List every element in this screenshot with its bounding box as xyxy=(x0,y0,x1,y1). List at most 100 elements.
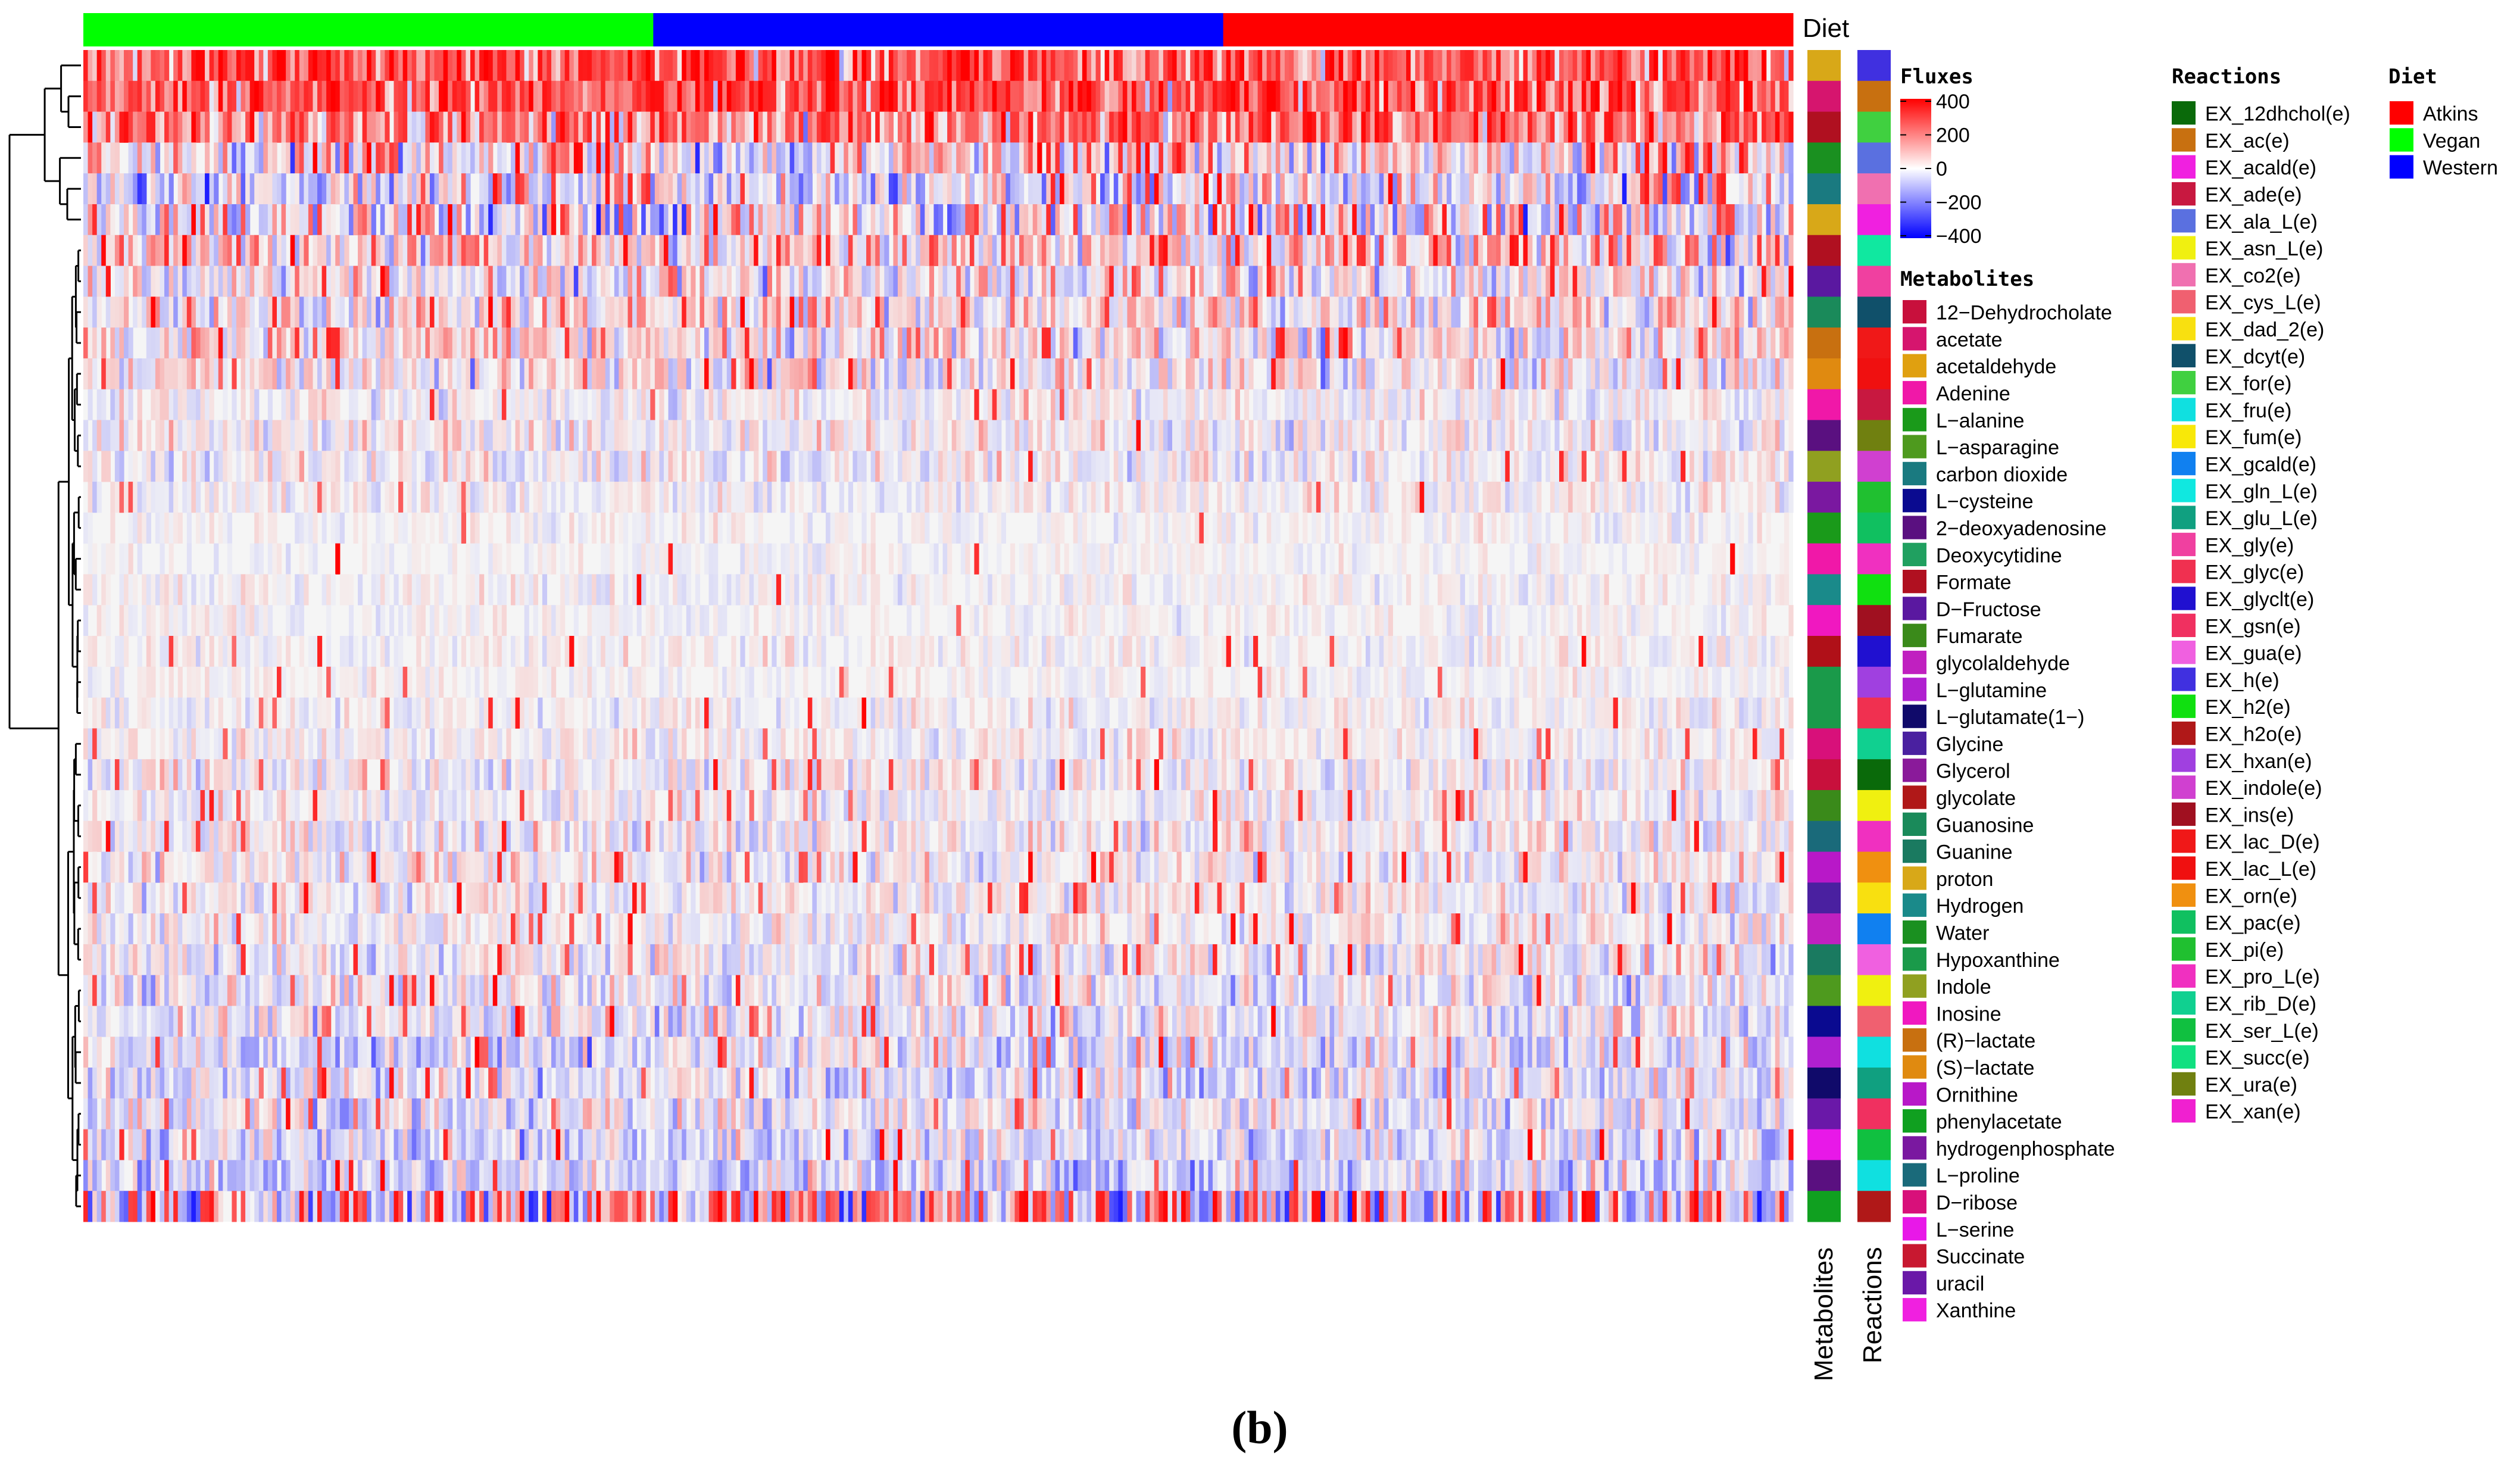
heatmap-cell xyxy=(1424,111,1429,143)
heatmap-cell xyxy=(1415,235,1420,266)
heatmap-cell xyxy=(979,358,984,390)
heatmap-cell xyxy=(578,297,583,328)
heatmap-cell xyxy=(142,235,147,266)
heatmap-cell xyxy=(767,50,772,82)
heatmap-cell xyxy=(371,297,376,328)
heatmap-cell xyxy=(290,266,295,297)
heatmap-cell xyxy=(726,358,732,390)
heatmap-cell xyxy=(695,173,701,205)
heatmap-cell xyxy=(1667,327,1672,359)
heatmap-cell xyxy=(1172,111,1178,143)
heatmap-cell xyxy=(177,111,183,143)
heatmap-cell xyxy=(1208,451,1213,482)
heatmap-cell xyxy=(1127,80,1132,112)
heatmap-cell xyxy=(1739,358,1744,390)
heatmap-cell xyxy=(1338,235,1344,266)
heatmap-cell xyxy=(1433,50,1438,82)
heatmap-cell xyxy=(1658,266,1663,297)
heatmap-cell xyxy=(1685,80,1690,112)
heatmap-cell xyxy=(1469,451,1474,482)
heatmap-cell xyxy=(547,80,552,112)
heatmap-cell xyxy=(1464,50,1470,82)
heatmap-cell xyxy=(492,173,498,205)
heatmap-cell xyxy=(1266,142,1272,174)
heatmap-cell xyxy=(389,327,395,359)
heatmap-cell xyxy=(339,420,345,451)
heatmap-cell xyxy=(1194,327,1200,359)
heatmap-cell xyxy=(1712,297,1718,328)
heatmap-cell xyxy=(1609,297,1614,328)
heatmap-cell xyxy=(1626,142,1632,174)
heatmap-cell xyxy=(1271,50,1276,82)
heatmap-cell xyxy=(1748,111,1753,143)
heatmap-cell xyxy=(1456,235,1461,266)
heatmap-cell xyxy=(1743,80,1749,112)
heatmap-cell xyxy=(844,420,849,451)
heatmap-cell xyxy=(492,50,498,82)
heatmap-cell xyxy=(1676,266,1681,297)
heatmap-cell xyxy=(348,266,354,297)
heatmap-cell xyxy=(1572,50,1578,82)
heatmap-cell xyxy=(538,389,543,420)
heatmap-cell xyxy=(1203,358,1209,390)
heatmap-cell xyxy=(1136,50,1141,82)
heatmap-cell xyxy=(1231,142,1236,174)
heatmap-cell xyxy=(1532,111,1537,143)
heatmap-cell xyxy=(1617,142,1623,174)
heatmap-cell xyxy=(1325,50,1331,82)
heatmap-cell xyxy=(466,111,471,143)
heatmap-cell xyxy=(1577,50,1582,82)
heatmap-cell xyxy=(1262,420,1267,451)
heatmap-cell xyxy=(1419,389,1425,420)
heatmap-cell xyxy=(691,327,696,359)
heatmap-cell xyxy=(835,358,840,390)
heatmap-cell xyxy=(1581,111,1587,143)
heatmap-cell xyxy=(1762,266,1767,297)
heatmap-cell xyxy=(1334,420,1339,451)
heatmap-cell xyxy=(1500,50,1506,82)
heatmap-cell xyxy=(1770,420,1776,451)
heatmap-cell xyxy=(506,80,511,112)
heatmap-cell xyxy=(483,142,489,174)
heatmap-cell xyxy=(1253,327,1259,359)
heatmap-cell xyxy=(254,420,260,451)
heatmap-cell xyxy=(749,173,754,205)
heatmap-cell xyxy=(875,358,880,390)
heatmap-cell xyxy=(911,142,916,174)
heatmap-cell xyxy=(731,204,736,236)
heatmap-cell xyxy=(1397,297,1403,328)
heatmap-cell xyxy=(740,297,745,328)
heatmap-cell xyxy=(1122,297,1128,328)
heatmap-cell xyxy=(1550,297,1556,328)
heatmap-cell xyxy=(515,266,520,297)
heatmap-cell xyxy=(1460,50,1465,82)
heatmap-cell xyxy=(780,173,786,205)
heatmap-cell xyxy=(105,204,111,236)
heatmap-cell xyxy=(1577,451,1582,482)
heatmap-cell xyxy=(596,173,601,205)
heatmap-cell xyxy=(1631,235,1637,266)
heatmap-cell xyxy=(974,80,979,112)
heatmap-cell xyxy=(1397,204,1403,236)
heatmap-cell xyxy=(1366,111,1371,143)
heatmap-cell xyxy=(474,204,480,236)
heatmap-cell xyxy=(1775,266,1780,297)
heatmap-cell xyxy=(573,420,579,451)
heatmap-cell xyxy=(673,235,678,266)
heatmap-cell xyxy=(1019,451,1025,482)
heatmap-cell xyxy=(1014,235,1020,266)
heatmap-cell xyxy=(1514,142,1519,174)
heatmap-cell xyxy=(457,204,462,236)
heatmap-cell xyxy=(1541,297,1546,328)
heatmap-cell xyxy=(466,297,471,328)
heatmap-cell xyxy=(295,80,300,112)
heatmap-cell xyxy=(1734,204,1740,236)
heatmap-cell xyxy=(313,451,318,482)
heatmap-cell xyxy=(1325,327,1331,359)
heatmap-cell xyxy=(1176,80,1182,112)
heatmap-cell xyxy=(1757,420,1762,451)
heatmap-cell xyxy=(893,358,898,390)
heatmap-cell xyxy=(186,358,192,390)
heatmap-cell xyxy=(1703,204,1708,236)
heatmap-cell xyxy=(956,297,961,328)
